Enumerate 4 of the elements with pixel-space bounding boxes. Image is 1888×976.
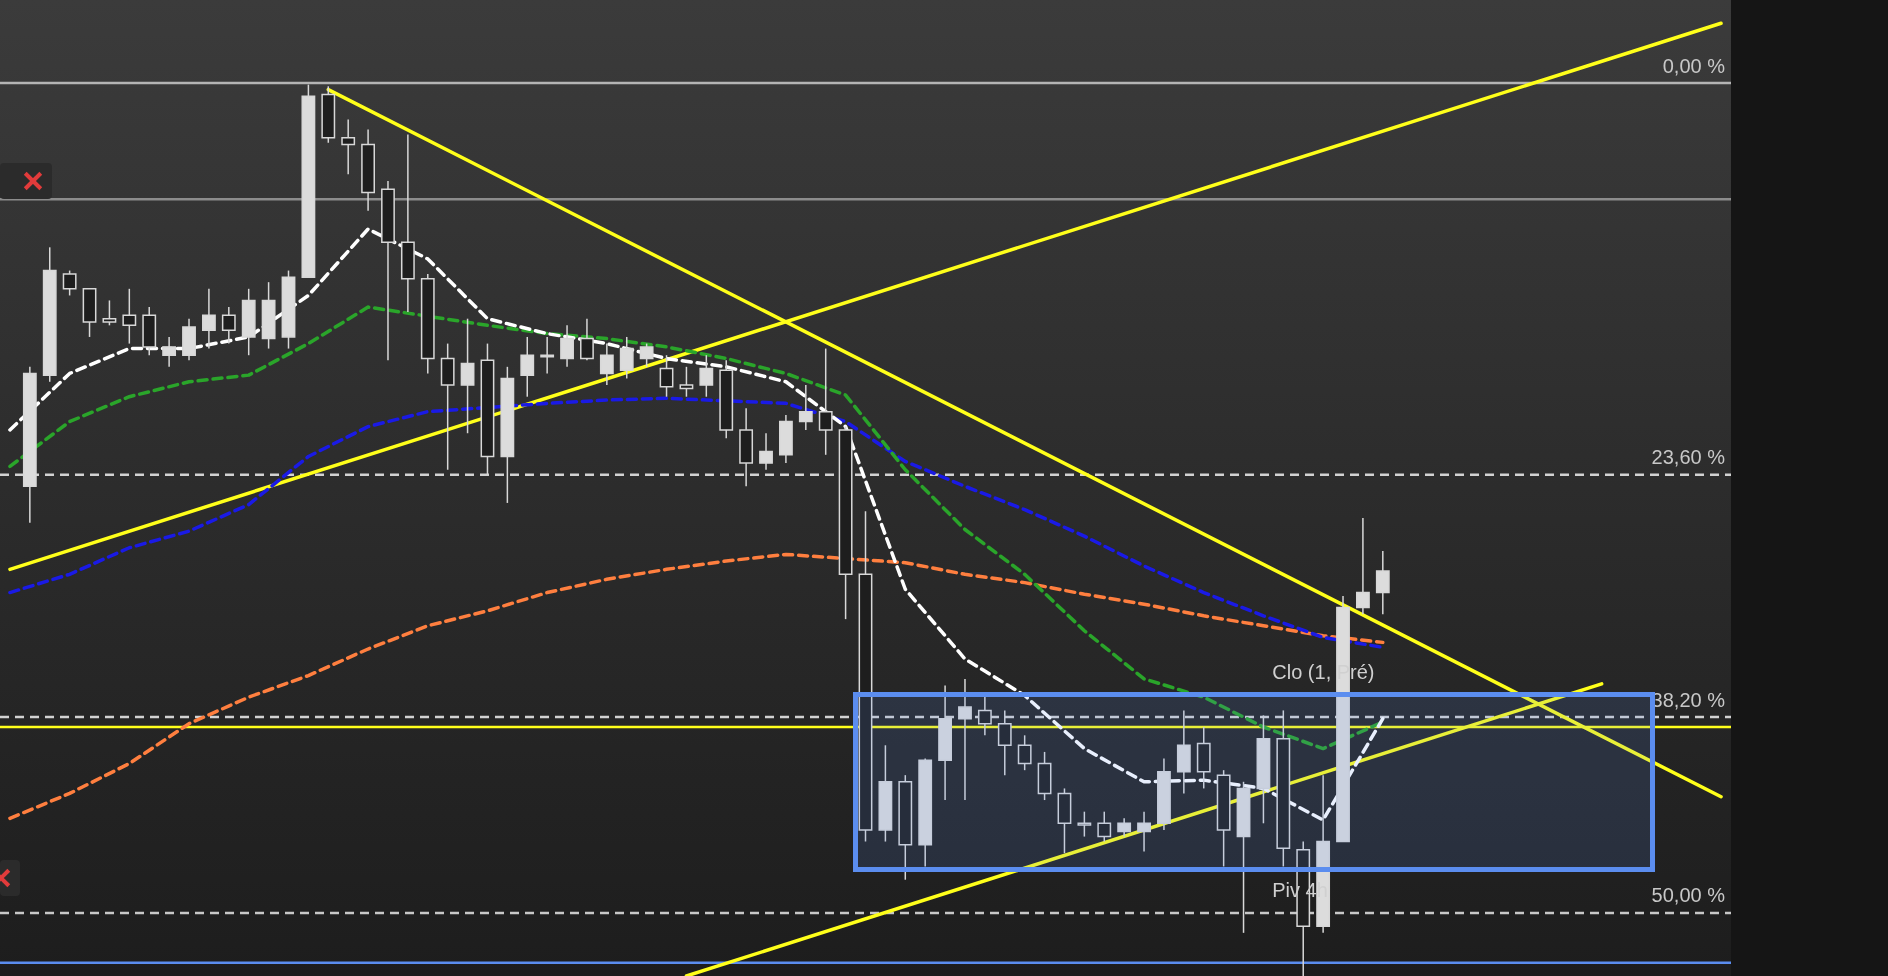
ref-line-label: 38,20 % [1651,688,1726,711]
ref-line-label: 0,00 % [1662,54,1726,77]
ref-line-label: 50,00 % [1651,884,1726,907]
ref-line-label: 23,60 % [1651,446,1726,469]
